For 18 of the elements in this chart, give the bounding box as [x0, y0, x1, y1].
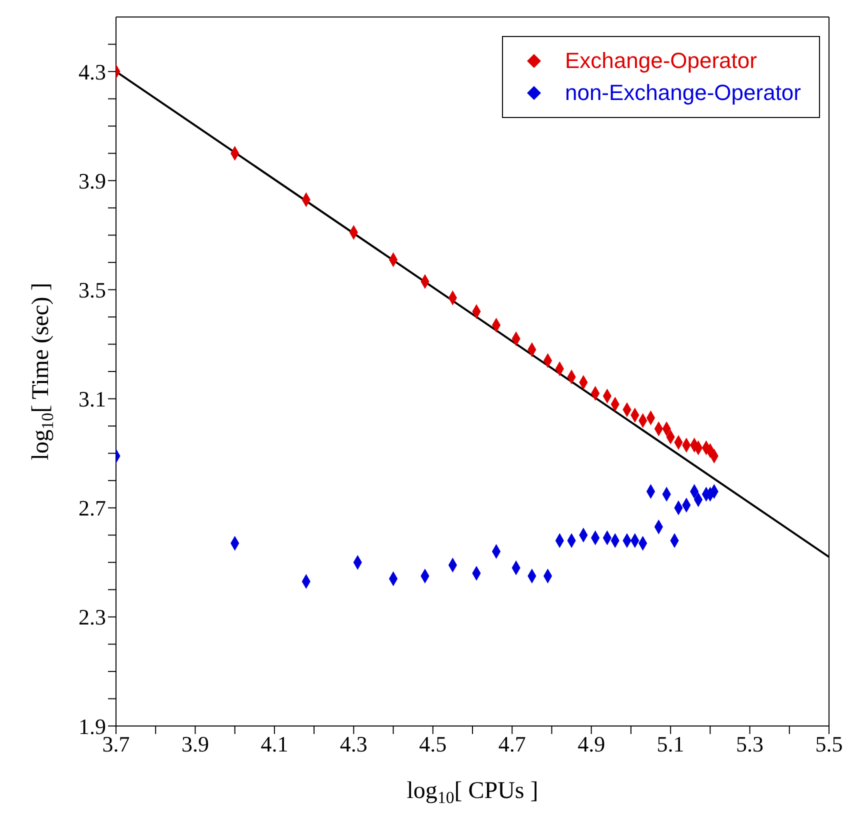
x-tick-label: 4.3	[340, 732, 368, 757]
y-tick-label: 3.9	[78, 168, 106, 194]
y-tick-label: 3.5	[78, 278, 106, 302]
y-tick-label: 4.3	[78, 59, 106, 84]
y-tick-label: 2.7	[78, 496, 106, 521]
x-tick-label: 4.7	[498, 732, 526, 757]
legend-label: Exchange-Operator	[564, 48, 757, 74]
x-tick-label: 5.1	[656, 732, 684, 757]
x-tick-label: 5.3	[736, 732, 764, 757]
y-tick-label: 3.1	[78, 386, 106, 412]
x-tick-label: 4.1	[260, 732, 288, 757]
x-tick-label: 5.5	[815, 732, 843, 757]
legend-label: non-Exchange-Operator	[564, 80, 801, 106]
x-axis-title: log$_{10}$[ CPUs ]	[406, 778, 538, 808]
x-tick-label: 4.5	[419, 732, 447, 757]
x-tick-label: 4.9	[578, 732, 606, 757]
y-tick-label: 2.3	[78, 604, 106, 630]
x-tick-label: 3.9	[181, 732, 209, 757]
